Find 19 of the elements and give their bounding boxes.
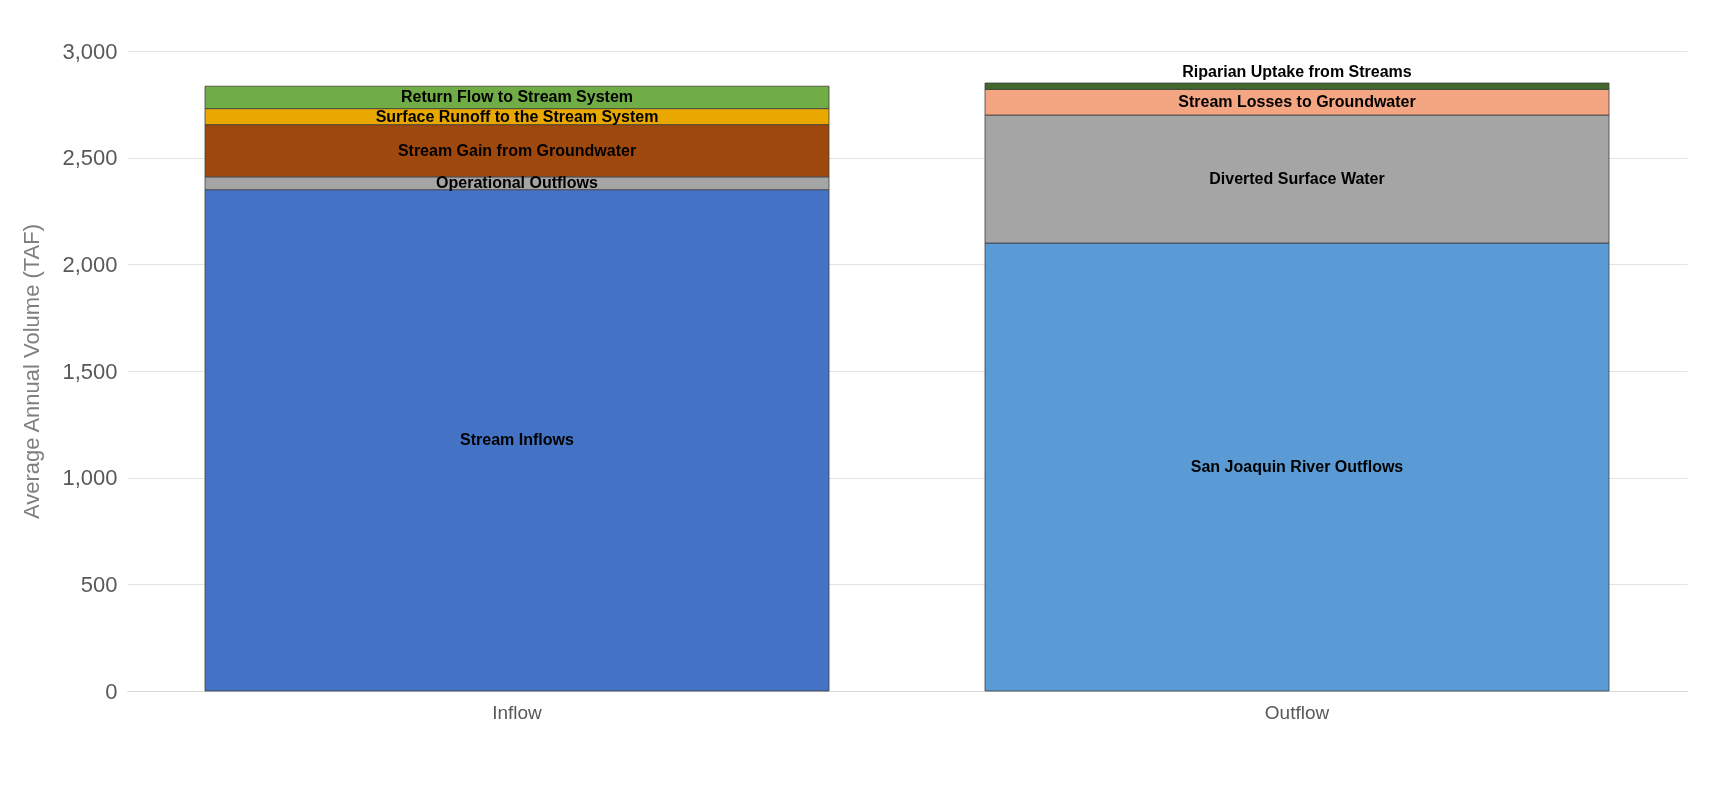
y-tick-label: 0	[105, 678, 118, 704]
y-tick-label: 3,000	[62, 38, 118, 64]
series-label: Operational Outflows	[436, 174, 598, 192]
series-label: Riparian Uptake from Streams	[1182, 63, 1412, 80]
y-axis-title: Average Annual Volume (TAF)	[19, 223, 45, 520]
y-tick-label: 500	[80, 571, 118, 597]
series-label: San Joaquin River Outflows	[1190, 458, 1404, 475]
series-label: Stream Inflows	[460, 431, 574, 449]
y-tick-label: 1,500	[62, 358, 118, 384]
y-tick-label: 2,500	[62, 145, 118, 171]
y-tick-label: 2,000	[62, 251, 118, 277]
series-label: Stream Losses to Groundwater	[1178, 93, 1416, 111]
series-label: Diverted Surface Water	[1209, 170, 1385, 187]
series-label: Surface Runoff to the Stream System	[375, 107, 659, 125]
x-tick-label: Inflow	[492, 701, 543, 723]
y-tick-label: 1,000	[62, 465, 118, 491]
x-tick-label: Outflow	[1264, 701, 1330, 723]
series-label: Stream Gain from Groundwater	[397, 141, 637, 159]
series-label: Return Flow to Stream System	[400, 88, 634, 106]
